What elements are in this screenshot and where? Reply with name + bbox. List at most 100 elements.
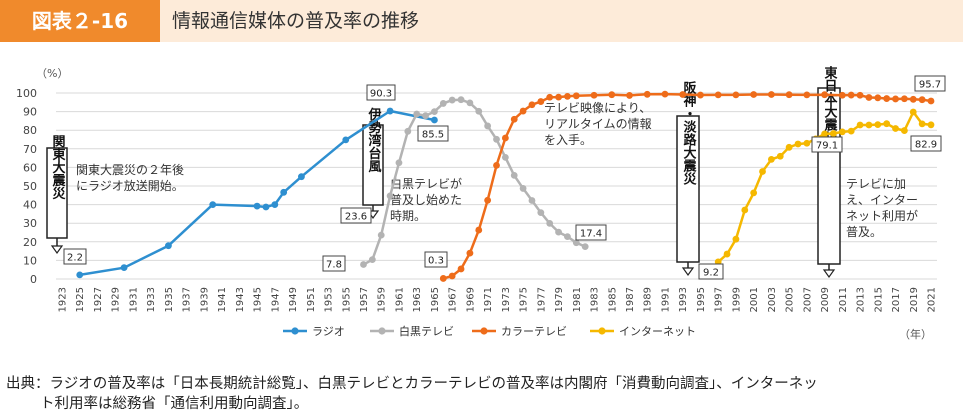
x-tick-label: 2005 [785,287,796,312]
data-point [803,139,811,147]
data-point [794,140,802,148]
kanto-note-line2: にラジオ放送開始。 [76,178,184,193]
x-axis-unit: （年） [899,327,932,341]
annotation-notes: 関東大震災の２年後 にラジオ放送開始。 白黒テレビが 普及し始めた 時期。 テレ… [76,101,918,239]
svg-text:79.1: 79.1 [816,141,838,152]
value-label-radio-1965: 85.5 [417,125,449,142]
data-point [626,92,633,99]
data-point [830,130,837,137]
higashi-nihon-earthquake-label: 東日本大震災 [822,65,839,145]
data-point [271,201,279,209]
series-0 [76,107,438,279]
x-tick-label: 1997 [714,287,725,312]
data-point [501,153,509,161]
higashi-nihon-earthquake-marker: 東日本大震災 [817,65,841,279]
value-label-net-1997: 9.2 [698,263,724,280]
data-point [413,110,421,118]
legend-label: カラーテレビ [501,325,567,338]
data-point [838,128,846,136]
data-point [457,265,465,273]
svg-text:9.2: 9.2 [703,268,719,279]
x-tick-label: 2007 [802,287,813,312]
data-point [475,226,483,234]
data-point [510,115,518,123]
data-point [856,91,864,99]
svg-text:95.7: 95.7 [919,80,941,91]
x-tick-label: 1995 [696,287,707,312]
net-note-line4: 普及。 [846,225,882,239]
data-point [262,203,270,211]
x-tick-label: 2019 [909,287,920,312]
y-tick-label: 40 [23,199,37,212]
series-lines [76,90,935,282]
value-label-bw-1982: 17.4 [575,224,607,241]
svg-text:85.5: 85.5 [422,130,444,141]
data-point [484,122,492,130]
x-tick-label: 1947 [270,287,281,312]
x-tick-label: 1941 [217,287,228,312]
svg-text:90.3: 90.3 [370,89,392,100]
data-point [767,91,775,98]
net-note-line1: テレビに加 [846,177,906,191]
data-point [431,116,438,124]
data-point [466,249,474,257]
x-tick-label: 2003 [767,287,778,312]
data-point [253,202,261,210]
series-line [79,109,435,277]
data-point [865,121,873,129]
y-tick-label: 60 [23,161,37,174]
y-tick-label: 100 [16,87,37,100]
color-note-line3: を入手。 [544,133,592,147]
hanshin-earthquake-label: 阪神・淡路大震災 [681,81,698,186]
data-point [448,272,456,280]
x-tick-label: 1949 [288,287,299,312]
data-point [892,125,899,132]
grid-lines [56,92,937,280]
data-point [697,91,704,99]
x-tick-label: 1959 [377,287,388,312]
x-tick-label: 2001 [749,287,760,312]
svg-text:7.8: 7.8 [326,260,342,271]
data-point [360,261,367,268]
legend-swatch-dot [291,327,299,335]
data-point [892,95,899,103]
data-point [298,173,305,181]
data-point [767,156,775,163]
hanshin-earthquake-marker: 阪神・淡路大震災 [676,81,700,277]
y-tick-label: 80 [23,124,37,137]
svg-text:82.9: 82.9 [915,140,937,151]
data-point [120,264,128,272]
data-point [927,97,935,105]
kanto-earthquake-label: 関東大震災 [50,135,67,201]
x-axis-ticks: 1923 1925 1927 1929 1931 1933 1935 1937 1939 1941… [58,287,938,312]
data-point [785,91,793,99]
legend: ラジオ 白黒テレビ カラーテレビ インターネット [283,324,696,338]
x-tick-label: 1979 [554,287,565,312]
figure-title: 情報通信媒体の普及率の推移 [172,10,420,32]
x-tick-label: 1965 [430,287,441,312]
data-point [900,95,908,103]
data-point [608,91,616,99]
data-point [528,101,536,109]
legend-swatch-dot [598,327,606,335]
y-axis-ticks: 0 10 20 30 40 50 60 70 80 90 100 [16,87,37,286]
data-point [519,107,527,115]
figure-header: 図表２-16 情報通信媒体の普及率の推移 [0,0,963,42]
x-tick-label: 1971 [483,287,494,312]
x-tick-label: 2017 [891,287,902,312]
data-point [564,92,571,100]
data-point [493,161,500,169]
data-point [776,152,784,160]
data-point [847,127,855,135]
x-tick-label: 2021 [927,287,938,312]
data-point [564,233,571,240]
data-point [874,121,882,129]
data-point [484,196,492,204]
x-tick-label: 1967 [448,287,459,312]
value-label-radio-1925: 2.2 [63,248,87,265]
x-tick-label: 1963 [412,287,423,312]
data-point [448,96,456,104]
value-label-net-2021: 82.9 [910,135,942,152]
x-tick-label: 1989 [643,287,654,312]
data-point [431,108,438,115]
